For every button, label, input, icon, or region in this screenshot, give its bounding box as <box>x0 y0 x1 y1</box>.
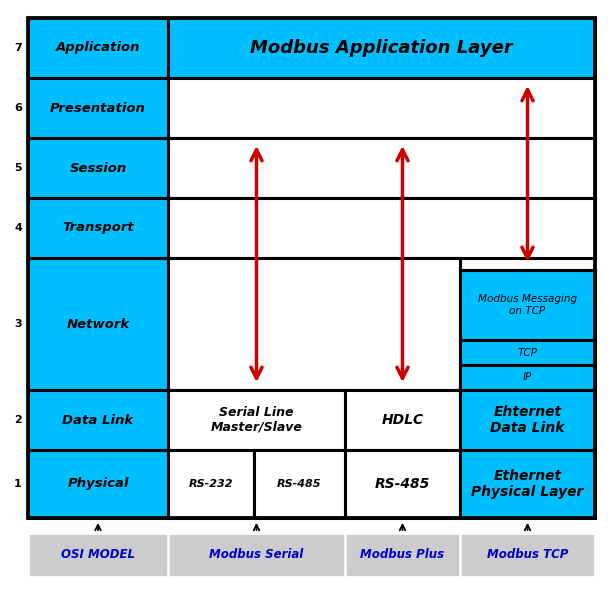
Bar <box>168 18 595 78</box>
Bar <box>168 390 345 450</box>
Text: 7: 7 <box>14 43 22 53</box>
Bar <box>30 535 166 575</box>
Bar <box>28 450 168 518</box>
Text: Network: Network <box>66 317 130 330</box>
Text: Modbus Plus: Modbus Plus <box>361 548 444 561</box>
Text: 2: 2 <box>14 415 22 425</box>
Text: Modbus Messaging
on TCP: Modbus Messaging on TCP <box>478 294 577 316</box>
Bar <box>168 258 460 390</box>
Text: Modbus Serial: Modbus Serial <box>209 548 303 561</box>
Bar <box>28 78 168 138</box>
Text: OSI MODEL: OSI MODEL <box>61 548 135 561</box>
Bar <box>460 270 595 390</box>
Bar <box>28 258 168 390</box>
Bar <box>254 450 345 518</box>
Text: Serial Line
Master/Slave: Serial Line Master/Slave <box>210 406 302 434</box>
Bar <box>460 390 595 450</box>
Bar <box>460 450 595 518</box>
Text: Presentation: Presentation <box>50 101 146 114</box>
Bar <box>28 138 168 198</box>
Bar <box>345 450 460 518</box>
Text: Modbus Application Layer: Modbus Application Layer <box>250 39 513 57</box>
Bar <box>347 535 458 575</box>
Text: RS-232: RS-232 <box>188 479 233 489</box>
Bar <box>28 198 168 258</box>
Bar <box>168 450 254 518</box>
Bar <box>168 198 595 258</box>
Bar <box>460 340 595 365</box>
Bar <box>462 535 593 575</box>
Bar <box>168 138 595 198</box>
Text: Ehternet
Data Link: Ehternet Data Link <box>490 405 565 435</box>
Bar <box>170 535 343 575</box>
Bar <box>168 78 595 138</box>
Text: Application: Application <box>56 41 140 55</box>
Text: TCP: TCP <box>517 348 537 358</box>
Text: Physical: Physical <box>67 478 129 491</box>
Bar <box>460 270 595 340</box>
Text: Session: Session <box>69 161 126 174</box>
Bar <box>28 18 168 78</box>
Text: RS-485: RS-485 <box>277 479 322 489</box>
Text: Transport: Transport <box>62 221 134 234</box>
Text: 5: 5 <box>14 163 22 173</box>
Bar <box>345 390 460 450</box>
Bar <box>28 390 168 450</box>
Text: IP: IP <box>523 372 532 382</box>
Text: Data Link: Data Link <box>63 413 134 426</box>
Text: Modbus TCP: Modbus TCP <box>487 548 568 561</box>
Text: 6: 6 <box>14 103 22 113</box>
Text: RS-485: RS-485 <box>375 477 430 491</box>
Text: 3: 3 <box>14 319 22 329</box>
Text: HDLC: HDLC <box>381 413 424 427</box>
Text: 4: 4 <box>14 223 22 233</box>
Bar <box>28 18 595 518</box>
Bar <box>460 365 595 390</box>
Text: Ethernet
Physical Layer: Ethernet Physical Layer <box>471 469 584 499</box>
Text: 1: 1 <box>14 479 22 489</box>
